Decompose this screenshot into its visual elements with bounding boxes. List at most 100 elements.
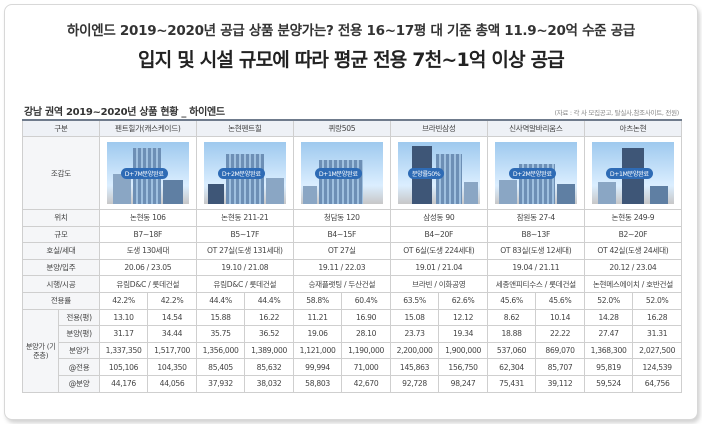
row-label-builder: 시행/시공 [22,275,100,293]
table-cell: 1,356,000 [195,341,246,360]
row-label-sale-py: 분양(평) [58,325,100,343]
header-project: 신사역알바리움스 [486,119,585,137]
table-cell: 논현동 106 [98,209,197,227]
table-cell: 104,350 [147,358,197,376]
table-cell: 18.88 [486,325,537,343]
table-cell: 19.34 [438,325,488,343]
table-row-excl-py: 분양가 (기준층) 전용(평) 13.10 14.54 15.88 16.22 … [21,308,682,393]
table-row-location: 위치 논현동 106 논현동 211-21 청담동 120 삼성동 90 잠원동… [22,209,683,227]
status-badge: D+7M분양완료 [120,168,168,179]
building-rendering-image: D+1M분양완료 [300,142,383,204]
building-rendering-image: D+1M분양완료 [591,142,674,204]
article-card: 하이엔드 2019~2020년 공급 상품 분양가는? 전용 16~17평 대 … [4,4,698,420]
status-badge: D+1M분양완료 [605,168,653,179]
table-cell: 62.6% [438,291,488,310]
row-label-per-sale: @분양 [58,374,100,393]
rendering-cell: D+1M분양완료 [292,136,391,210]
table-cell: 논현동 211-21 [195,209,294,227]
table-cell: OT 42실(도생 24세대) [583,242,683,260]
table-row-builder: 시행/시공 유림D&C / 롯데건설 유림D&C / 롯데건설 승재플랫팅 / … [22,275,683,293]
header-project: 논현펜트힐 [195,119,294,137]
table-cell: 22.22 [535,325,585,343]
table-cell: 44.4% [195,291,246,310]
table-header-row: 구분 펜트힐가(캐스케이드) 논현펜트힐 퀴랑505 브라빈삼성 신사역알바리움… [22,119,683,137]
table-cell: 1,900,000 [438,341,488,360]
table-cell: 98,247 [438,374,488,393]
table-cell: 8.62 [486,308,537,327]
table-cell: 145,863 [389,358,440,376]
table-cell: 14.28 [583,308,634,327]
table-cell: 95,819 [583,358,634,376]
rendering-cell: D+1M분양완료 [583,136,683,210]
table-cell: 14.54 [147,308,197,327]
table-cell: 20.12 / 23.04 [583,258,683,277]
table-cell: OT 27실(도생 131세대) [195,242,294,260]
table-cell: 42,670 [341,374,391,393]
table-cell: 42.2% [147,291,197,310]
table-cell: 63.5% [389,291,440,310]
table-cell: 19.10 / 21.08 [195,258,294,277]
table-cell: B5~17F [195,225,294,244]
headline-main: 입지 및 시설 규모에 따라 평균 전용 7천~1억 이상 공급 [138,49,565,71]
table-cell: 유림D&C / 롯데건설 [98,275,197,293]
table-cell: 92,728 [389,374,440,393]
table-cell: 36.52 [244,325,294,343]
table-cell: 20.06 / 23.05 [98,258,197,277]
table-cell: 15.88 [195,308,246,327]
table-cell: 59,524 [583,374,634,393]
table-row-site: 조감도 D+7M분양완료 [22,136,683,210]
table-cell: 16.22 [244,308,294,327]
row-label-site: 조감도 [22,136,100,210]
row-label-location: 위치 [22,209,100,227]
table-row-price: 분양가 1,337,350 1,517,700 1,356,000 1,389,… [23,341,682,360]
row-group-label-price: 분양가 (기준층) [21,308,60,393]
table-cell: B4~20F [389,225,488,244]
table-row-sale-py: 분양(평) 31.17 34.44 35.75 36.52 19.06 28.1… [23,325,682,343]
rendering-cell: D+2M분양완료 [195,136,294,210]
table-cell: 52.0% [632,291,682,310]
table-cell: 19.01 / 21.04 [389,258,488,277]
table-cell: 52.0% [583,291,634,310]
table-cell: 105,106 [98,358,149,376]
status-badge: D+2M분양완료 [508,168,556,179]
header-gubun: 구분 [22,119,100,137]
table-cell: 2,200,000 [389,341,440,360]
header-project: 아츠논현 [583,119,683,137]
table-cell: 논현메스에이치 / 호반건설 [583,275,683,293]
table-cell: 논현동 249-9 [583,209,683,227]
rendering-cell: D+2M분양완료 [486,136,585,210]
status-badge: D+2M분양완료 [217,168,265,179]
table-cell: 156,750 [438,358,488,376]
table-cell: 45.6% [486,291,537,310]
table-cell: 1,190,000 [341,341,391,360]
table-cell: 2,027,500 [632,341,682,360]
table-row-scale: 규모 B7~18F B5~17F B4~15F B4~20F B8~13F B2… [22,225,683,244]
table-cell: 잠원동 27-4 [486,209,585,227]
row-label-scale: 규모 [22,225,100,244]
table-cell: 64,756 [632,374,682,393]
table-cell: 삼성동 90 [389,209,488,227]
source-note: (자료 : 각 사 모집공고, 탈실사,참조사이트, 전원) [554,109,680,117]
table-cell: 62,304 [486,358,537,376]
table-cell: 42.2% [98,291,149,310]
headline-question: 하이엔드 2019~2020년 공급 상품 분양가는? 전용 16~17평 대 … [67,23,635,39]
status-badge: 분양률50% [407,168,445,179]
header-project: 펜트힐가(캐스케이드) [98,119,197,137]
building-rendering-image: D+2M분양완료 [494,142,577,204]
table-cell: 60.4% [341,291,391,310]
table-row-dates: 분양/입주 20.06 / 23.05 19.10 / 21.08 19.11 … [22,258,683,277]
table-cell: 39,112 [535,374,585,393]
table-cell: 537,060 [486,341,537,360]
table-cell: 10.14 [535,308,585,327]
table-cell: 31.31 [632,325,682,343]
section-title: 강남 권역 2019~2020년 상품 현황 _ 하이엔드 [24,107,225,118]
table-cell: 도생 130세대 [98,242,197,260]
table-cell: 1,517,700 [147,341,197,360]
building-rendering-image: D+2M분양완료 [203,142,286,204]
status-badge: D+1M분양완료 [314,168,362,179]
table-cell: 34.44 [147,325,197,343]
table-row-ratio: 전용률 42.2% 42.2% 44.4% 44.4% 58.8% 60.4% … [22,291,682,310]
table-row-per-excl: @전용 105,106 104,350 85,405 85,632 99,994… [23,358,682,376]
table-cell: 75,431 [486,374,537,393]
table-cell: 869,070 [535,341,585,360]
